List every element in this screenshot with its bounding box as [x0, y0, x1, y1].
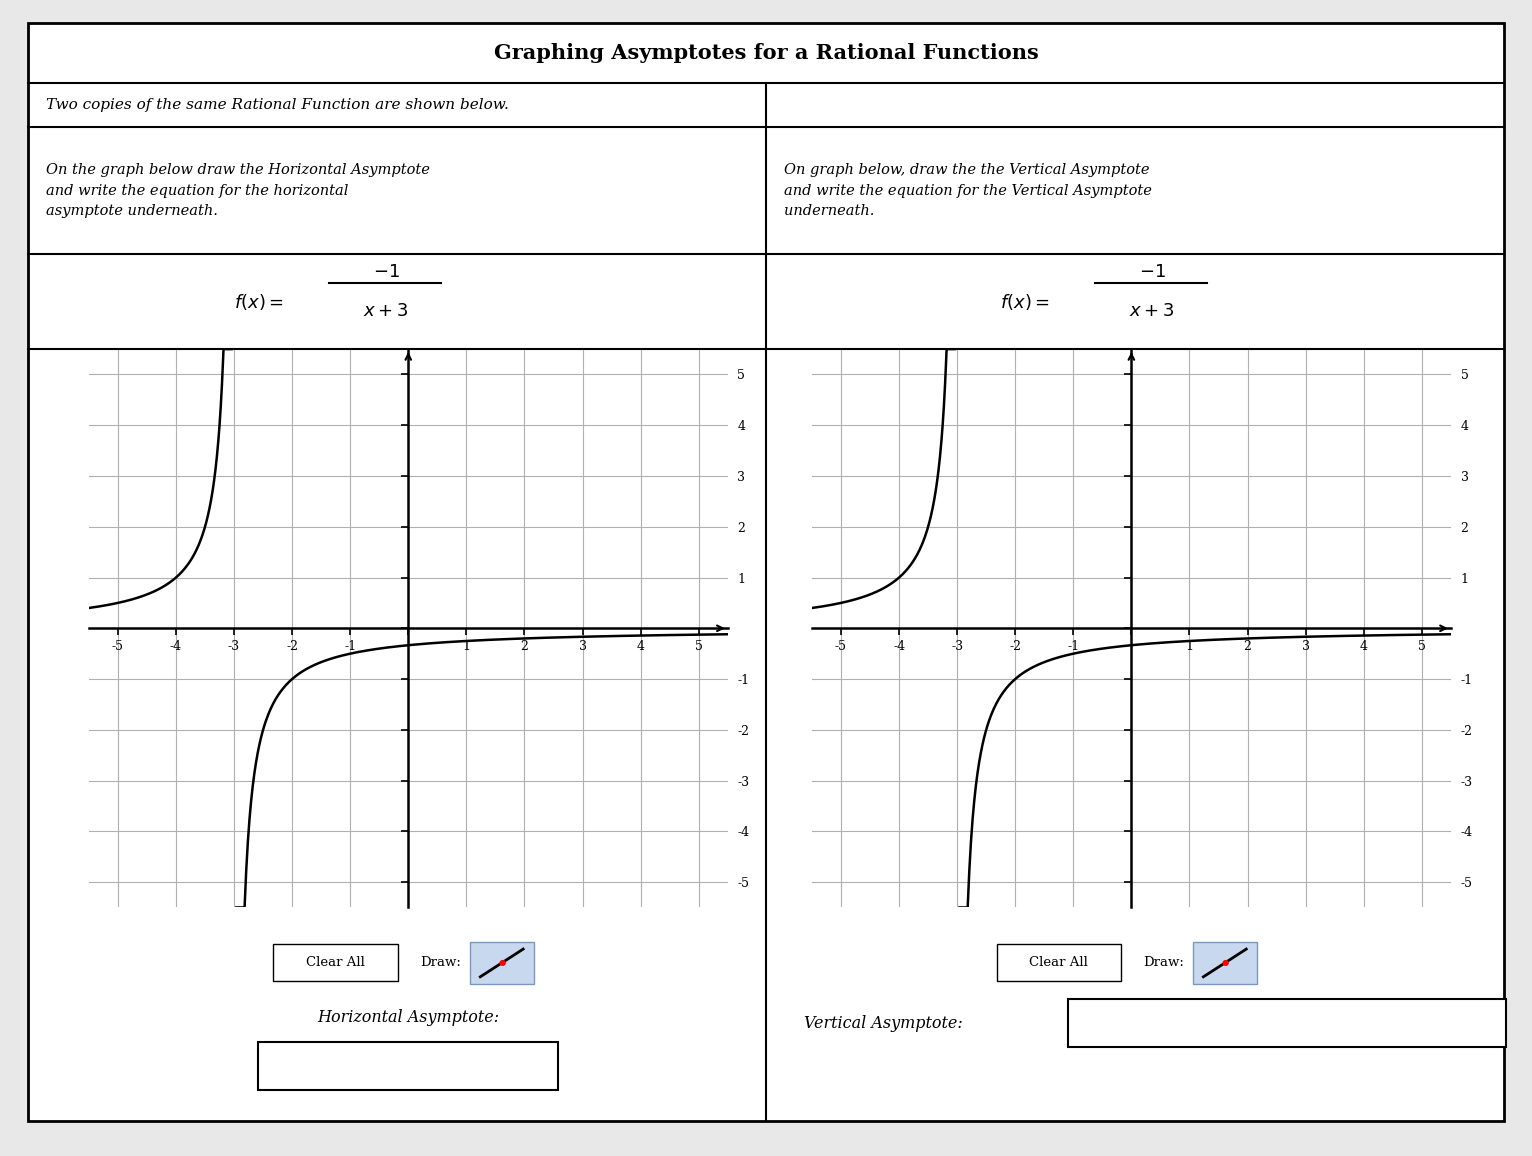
Text: Horizontal Asymptote:: Horizontal Asymptote: — [317, 1009, 499, 1025]
Text: ●: ● — [498, 958, 506, 968]
Text: $f(x) =$: $f(x) =$ — [234, 291, 283, 312]
Text: Draw:: Draw: — [420, 956, 461, 970]
Text: Vertical Asymptote:: Vertical Asymptote: — [804, 1015, 964, 1031]
Text: $x + 3$: $x + 3$ — [1129, 302, 1175, 320]
Text: Graphing Asymptotes for a Rational Functions: Graphing Asymptotes for a Rational Funct… — [493, 43, 1039, 64]
Text: Draw:: Draw: — [1143, 956, 1184, 970]
Text: $-1$: $-1$ — [1138, 262, 1166, 281]
Text: ●: ● — [1221, 958, 1229, 968]
Text: $x + 3$: $x + 3$ — [363, 302, 409, 320]
Text: $-1$: $-1$ — [372, 262, 400, 281]
Text: Two copies of the same Rational Function are shown below.: Two copies of the same Rational Function… — [46, 98, 509, 112]
Text: On the graph below draw the Horizontal Asymptote
and write the equation for the : On the graph below draw the Horizontal A… — [46, 163, 430, 218]
Text: Clear All: Clear All — [306, 956, 365, 970]
Text: Clear All: Clear All — [1030, 956, 1088, 970]
Text: On graph below, draw the the Vertical Asymptote
and write the equation for the V: On graph below, draw the the Vertical As… — [784, 163, 1152, 218]
Text: $f(x) =$: $f(x) =$ — [1000, 291, 1049, 312]
